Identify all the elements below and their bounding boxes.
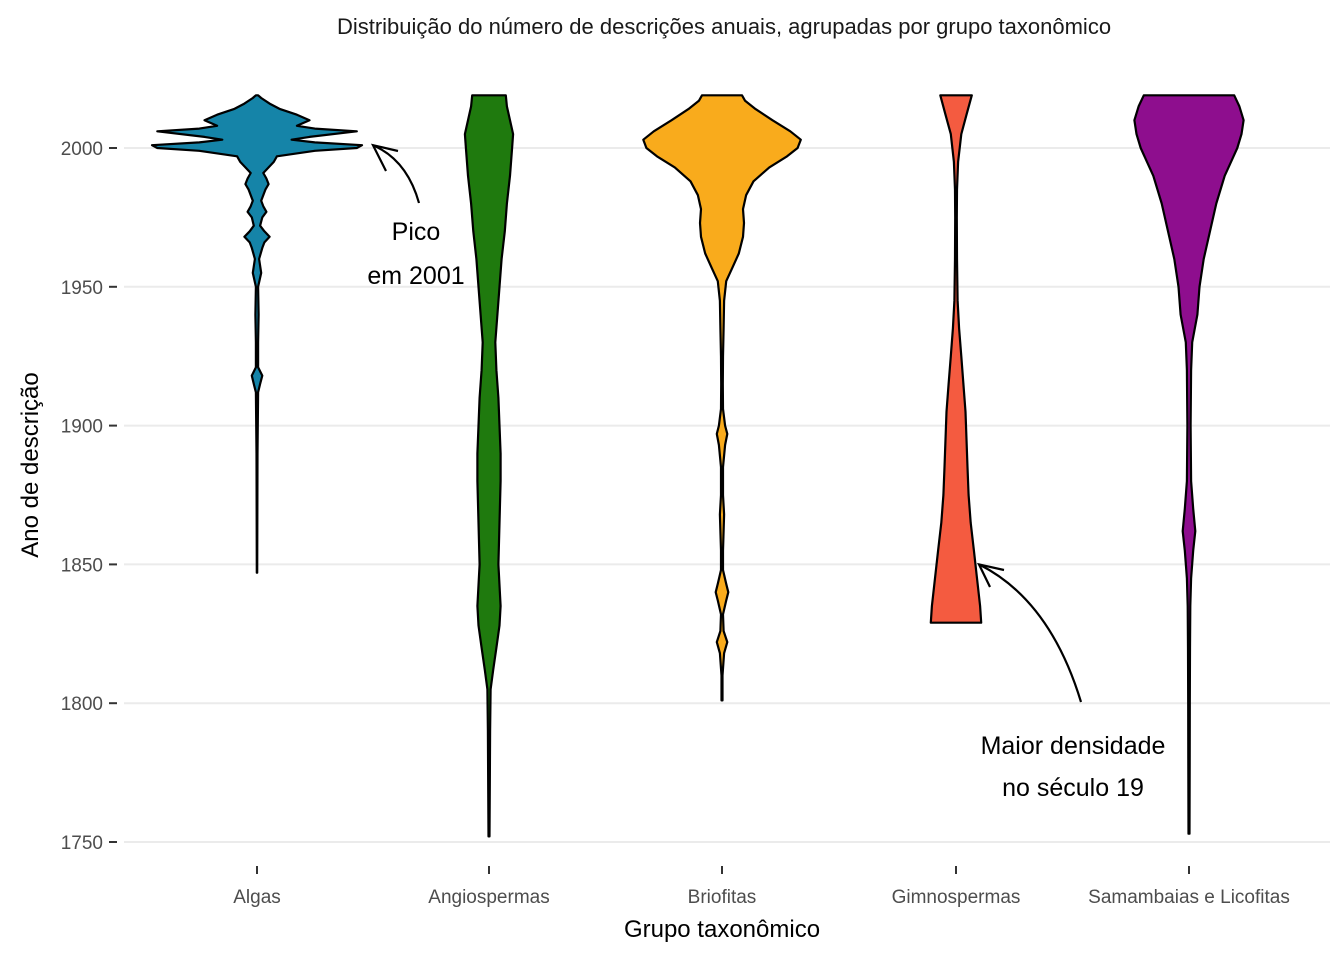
violins: [150, 94, 1245, 838]
x-tick-label: Algas: [233, 887, 281, 908]
violin-algas: [150, 94, 364, 574]
annotation-seculo-text: Maior densidade: [981, 732, 1166, 760]
x-tick-label: Gimnospermas: [892, 887, 1021, 908]
violin-gimnospermas: [929, 94, 983, 624]
violin-angiospermas: [463, 94, 515, 838]
y-tick-label: 1950: [61, 278, 103, 299]
annotation-pico-arrowhead: [370, 143, 399, 172]
x-tick-label: Angiospermas: [428, 887, 549, 908]
annotation-pico-text: Pico: [392, 218, 441, 246]
x-axis-title: Grupo taxonômico: [624, 916, 820, 943]
annotation-pico-arrow: [372, 144, 421, 204]
chart-title: Distribuição do número de descrições anu…: [337, 14, 1111, 39]
y-tick-label: 1850: [61, 555, 103, 576]
y-tick-label: 2000: [61, 139, 103, 160]
y-tick-label: 1900: [61, 417, 103, 438]
annotation-seculo-arrowhead: [977, 562, 1005, 588]
annotation-pico-text-line2: em 2001: [367, 262, 464, 290]
annotation-seculo-text-line2: no século 19: [1002, 774, 1144, 802]
x-tick-label: Samambaias e Licofitas: [1088, 887, 1290, 908]
violin-samambaias-e-licofitas: [1133, 94, 1245, 835]
violin-briofitas: [642, 94, 802, 702]
annotation-seculo-arrow: [978, 563, 1083, 703]
y-tick-label: 1800: [61, 694, 103, 715]
y-axis-title: Ano de descrição: [17, 372, 44, 557]
y-tick-label: 1750: [61, 833, 103, 854]
x-axis: Algas Angiospermas Briofitas Gimnospermas Sa…: [233, 866, 1290, 908]
y-axis: 1750 1800 1850 1900 1950 2000: [61, 139, 117, 854]
x-tick-label: Briofitas: [688, 887, 757, 908]
annotations: Pico em 2001 Maior densidade no século 19: [367, 143, 1166, 802]
